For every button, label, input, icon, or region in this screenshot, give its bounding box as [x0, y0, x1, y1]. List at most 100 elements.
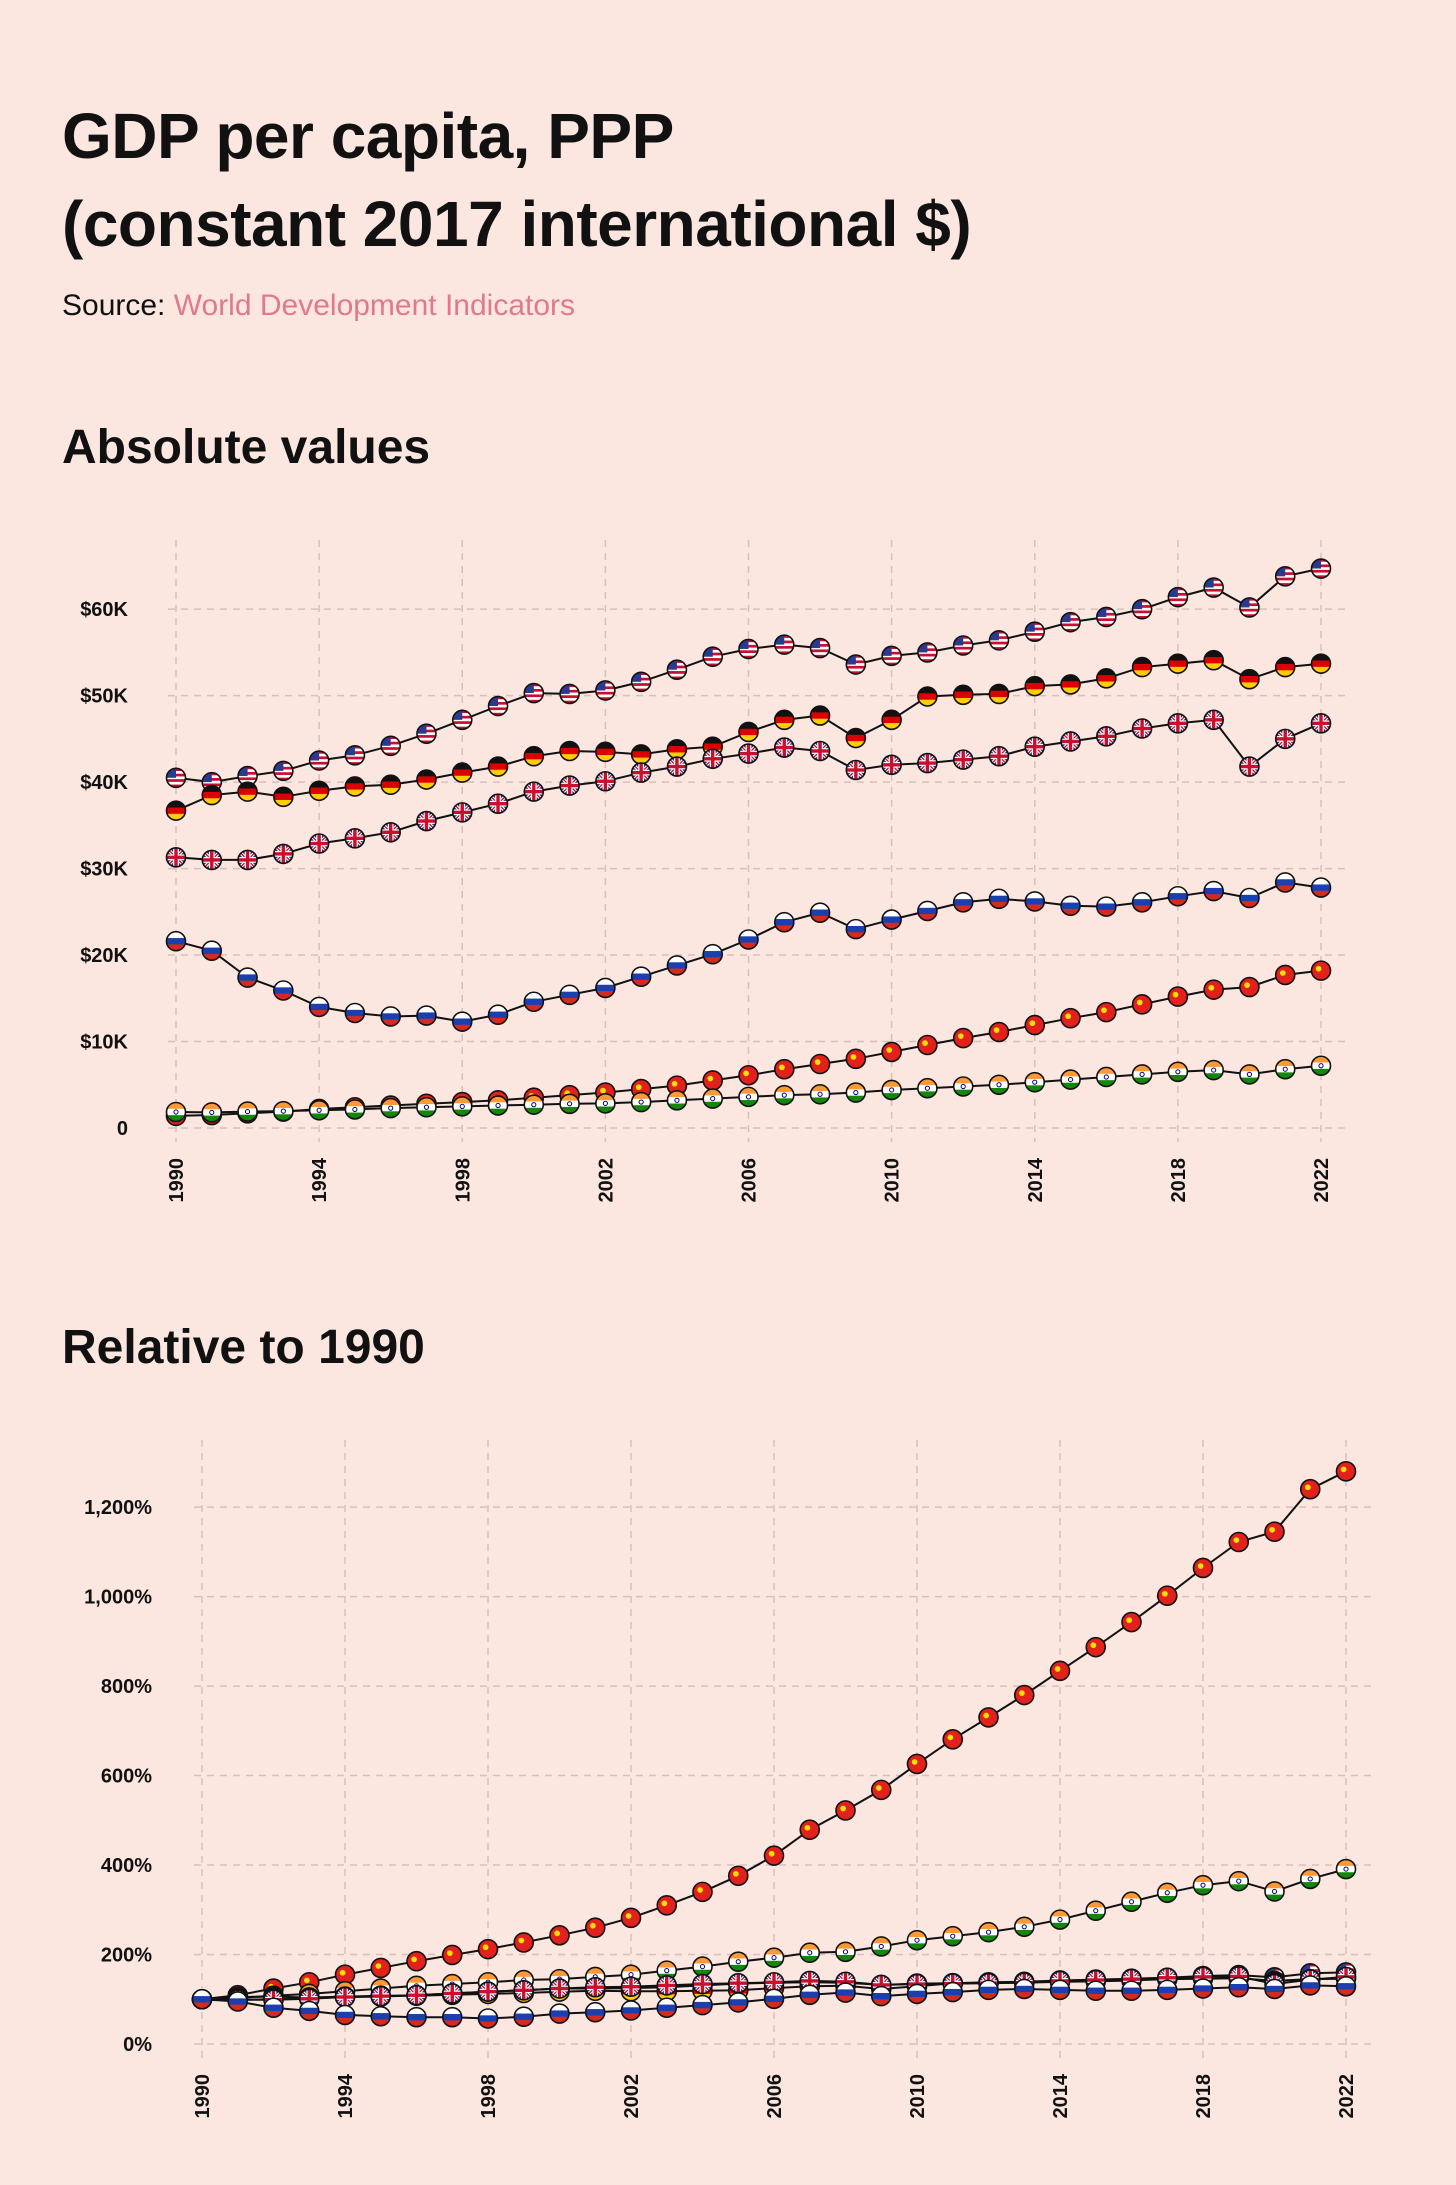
point-ru-2014	[1049, 1979, 1071, 2001]
point-ru-1992	[237, 967, 258, 988]
point-cn-2017	[1131, 994, 1153, 1015]
point-de-1991	[201, 784, 223, 806]
point-gb-1995	[344, 828, 366, 849]
point-in-2000	[523, 1094, 545, 1115]
point-gb-2004	[666, 756, 688, 777]
point-ru-2009	[870, 1985, 892, 2007]
point-gb-2009	[845, 759, 867, 781]
y-tick-label: 0%	[123, 2034, 152, 2056]
point-gb-2011	[917, 752, 938, 774]
point-ru-1994	[308, 996, 330, 1018]
point-in-2010	[881, 1079, 902, 1101]
point-de-1990	[165, 800, 187, 821]
relative-chart-title: Relative to 1990	[62, 1321, 425, 1374]
point-in-2017	[1131, 1064, 1153, 1085]
point-ru-1999	[487, 1004, 509, 1026]
point-in-2004	[666, 1090, 688, 1111]
point-de-2012	[952, 684, 974, 706]
x-tick-label: 2010	[882, 1158, 904, 1203]
point-ru-2002	[620, 2000, 642, 2021]
absolute-chart-title: Absolute values	[62, 421, 431, 474]
point-de-2018	[1167, 653, 1189, 674]
point-de-1999	[487, 756, 509, 777]
point-cn-2021	[1274, 964, 1296, 986]
point-us-2016	[1096, 606, 1117, 628]
point-de-1995	[344, 776, 366, 797]
grid	[194, 1440, 1374, 2058]
point-us-1990	[165, 767, 187, 789]
point-in-1991	[201, 1102, 223, 1123]
point-us-2020	[1239, 597, 1260, 618]
point-gb-2003	[630, 762, 652, 783]
point-cn-2020	[1264, 1521, 1285, 1543]
point-gb-2022	[1310, 713, 1332, 734]
point-de-2013	[988, 683, 1010, 705]
point-gb-1995	[370, 1985, 392, 2007]
point-de-2015	[1060, 674, 1081, 695]
point-de-2007	[773, 709, 795, 731]
point-cn-1998	[477, 1938, 499, 1960]
point-in-2015	[1060, 1069, 1081, 1090]
source-line: Source: World Development Indicators	[62, 286, 575, 326]
y-tick-label: 600%	[101, 1766, 152, 1788]
point-cn-2009	[845, 1048, 867, 1070]
point-us-1994	[308, 750, 330, 771]
point-us-2006	[738, 638, 759, 660]
point-ru-2010	[906, 1983, 928, 2005]
point-in-2020	[1239, 1064, 1260, 1085]
point-us-2009	[845, 654, 867, 675]
point-gb-2015	[1060, 731, 1081, 752]
point-us-1993	[273, 760, 294, 782]
title-line-2: (constant 2017 international $)	[62, 188, 972, 260]
point-ru-1996	[406, 2006, 427, 2028]
point-gb-2018	[1167, 713, 1189, 734]
point-in-2017	[1156, 1882, 1178, 1904]
point-gb-2004	[692, 1973, 713, 1995]
y-tick-label: $60K	[80, 599, 128, 621]
y-tick-label: 200%	[101, 1945, 152, 1967]
point-in-1998	[451, 1096, 473, 1117]
point-cn-2003	[656, 1895, 678, 1916]
point-ru-1999	[513, 2006, 535, 2028]
x-tick-label: 1998	[478, 2074, 500, 2119]
point-ru-1995	[344, 1002, 366, 1024]
point-de-2014	[1024, 675, 1046, 697]
point-us-1999	[487, 695, 509, 717]
point-ru-2002	[595, 977, 616, 999]
point-de-1996	[380, 774, 401, 796]
point-in-2015	[1085, 1900, 1107, 1921]
point-in-2003	[630, 1091, 652, 1113]
point-in-1990	[165, 1101, 187, 1123]
point-de-2009	[845, 727, 867, 749]
source-link[interactable]: World Development Indicators	[173, 289, 576, 322]
point-cn-1996	[406, 1950, 427, 1972]
point-in-2021	[1274, 1058, 1296, 1080]
point-gb-1996	[406, 1984, 427, 2006]
point-in-2019	[1228, 1870, 1250, 1892]
point-us-2011	[917, 642, 938, 663]
y-tick-label: $30K	[80, 859, 128, 881]
point-gb-2001	[584, 1976, 606, 1998]
point-us-2000	[523, 682, 545, 704]
y-tick-label: $40K	[80, 772, 128, 794]
point-us-1997	[416, 723, 437, 744]
point-ru-2014	[1024, 891, 1046, 912]
point-us-2003	[630, 671, 652, 693]
point-gb-2021	[1274, 728, 1296, 750]
point-ru-2012	[978, 1979, 999, 2001]
y-tick-label: 400%	[101, 1855, 152, 1877]
point-cn-2015	[1085, 1636, 1107, 1658]
point-cn-2006	[738, 1064, 759, 1086]
point-in-2014	[1049, 1909, 1071, 1930]
point-cn-1995	[370, 1957, 392, 1979]
point-us-2015	[1060, 611, 1081, 633]
point-gb-1993	[273, 843, 294, 865]
point-ru-2021	[1274, 872, 1296, 893]
point-in-2002	[595, 1093, 616, 1114]
point-in-2005	[727, 1951, 749, 1972]
point-gb-2006	[738, 743, 759, 764]
x-tick-label: 1994	[335, 2073, 357, 2118]
point-ru-2013	[988, 888, 1010, 910]
grid	[168, 540, 1349, 1142]
point-us-2002	[595, 680, 616, 701]
